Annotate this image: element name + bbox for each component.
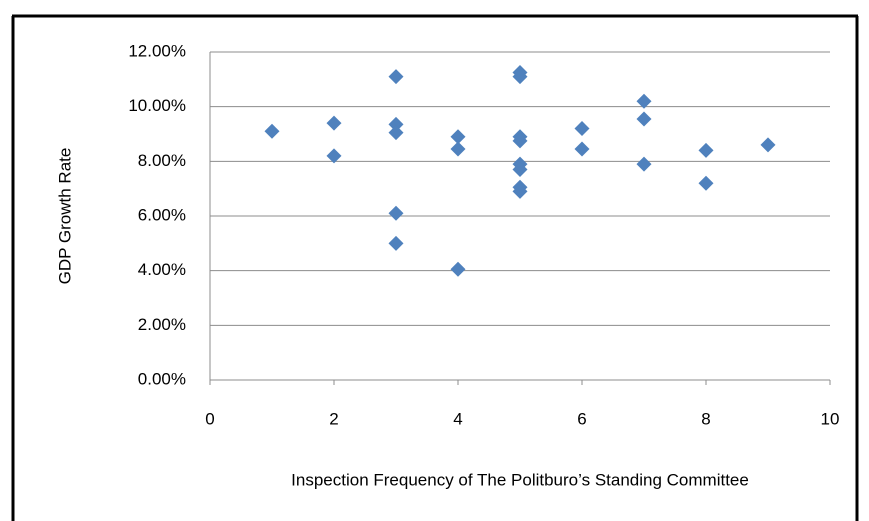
point <box>450 261 466 277</box>
point <box>388 205 404 221</box>
y-tick-label: 6.00% <box>138 205 186 224</box>
point <box>698 175 714 191</box>
point <box>512 162 528 178</box>
point <box>388 69 404 85</box>
y-tick-label: 4.00% <box>138 260 186 279</box>
point <box>388 125 404 141</box>
point <box>388 235 404 251</box>
x-axis-title: Inspection Frequency of The Politburo’s … <box>291 470 749 489</box>
y-tick-label: 0.00% <box>138 369 186 388</box>
point <box>512 183 528 199</box>
x-tick-label: 10 <box>821 409 840 428</box>
point <box>326 115 342 131</box>
x-tick-label: 4 <box>453 409 462 428</box>
point <box>512 69 528 85</box>
point <box>450 141 466 157</box>
point <box>450 129 466 145</box>
point <box>636 111 652 127</box>
point <box>636 93 652 109</box>
point <box>760 137 776 153</box>
y-tick-label: 12.00% <box>128 41 186 60</box>
y-tick-label: 8.00% <box>138 151 186 170</box>
point <box>326 148 342 164</box>
point <box>388 116 404 132</box>
point <box>698 142 714 158</box>
point <box>512 133 528 149</box>
y-tick-label: 10.00% <box>128 96 186 115</box>
x-tick-label: 0 <box>205 409 214 428</box>
y-tick-label: 2.00% <box>138 315 186 334</box>
x-tick-label: 6 <box>577 409 586 428</box>
x-tick-label: 2 <box>329 409 338 428</box>
x-tick-label: 8 <box>701 409 710 428</box>
y-axis-title: GDP Growth Rate <box>55 148 74 285</box>
point <box>574 141 590 157</box>
point <box>636 156 652 172</box>
point <box>264 123 280 139</box>
point <box>574 121 590 137</box>
